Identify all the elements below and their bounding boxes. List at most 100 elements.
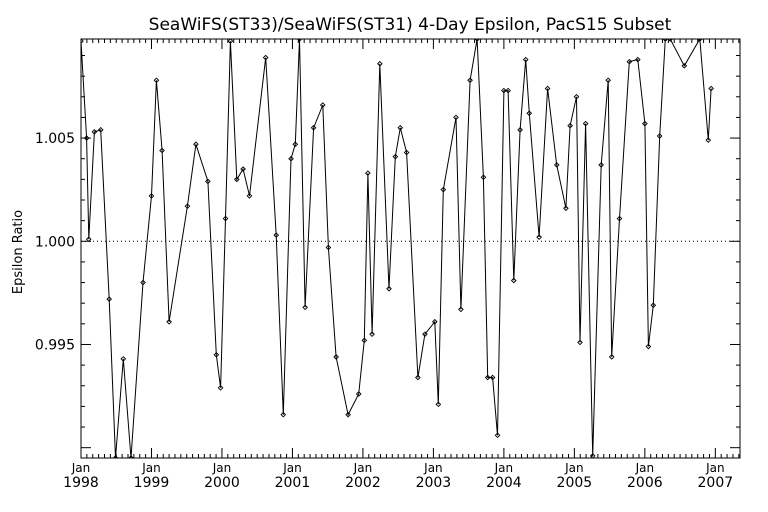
data-point — [85, 236, 92, 243]
x-tick-year-label: 2002 — [345, 475, 381, 491]
data-point — [292, 141, 299, 148]
data-point — [333, 354, 339, 360]
data-point — [567, 122, 573, 129]
data-point — [386, 285, 392, 292]
data-point — [484, 374, 491, 381]
data-point — [273, 232, 280, 238]
series-line — [81, 39, 712, 458]
data-point — [325, 244, 332, 251]
data-point — [377, 60, 383, 67]
data-point — [112, 455, 119, 458]
data-point — [616, 215, 623, 222]
x-tick-year-label: 2006 — [627, 475, 663, 491]
data-point — [662, 39, 669, 42]
data-point — [159, 147, 165, 154]
data-point — [153, 77, 160, 84]
y-tick-label: 1.000 — [35, 234, 75, 250]
data-point — [262, 54, 269, 61]
data-point — [217, 384, 224, 391]
data-point — [233, 176, 240, 183]
data-point — [148, 193, 155, 199]
data-point — [213, 351, 220, 358]
data-point — [705, 137, 712, 143]
y-axis-label: Epsilon Ratio — [11, 210, 26, 294]
x-tick-month-label: Jan — [705, 461, 725, 475]
data-point — [598, 162, 604, 168]
data-point — [505, 87, 511, 94]
data-point — [435, 401, 442, 408]
data-point — [403, 149, 410, 156]
data-point — [510, 277, 517, 284]
data-point — [193, 141, 199, 148]
data-point — [467, 77, 473, 84]
data-point — [310, 124, 317, 131]
data-point — [184, 203, 191, 210]
x-tick-month-label: Jan — [212, 461, 232, 475]
series-markers — [81, 39, 714, 458]
data-point — [227, 39, 234, 44]
x-tick-month-label: Jan — [423, 461, 443, 475]
x-tick-year-label: 2003 — [416, 475, 452, 491]
data-point — [361, 337, 368, 344]
data-point — [106, 296, 113, 302]
x-tick-month-label: Jan — [141, 461, 161, 475]
data-point — [634, 56, 641, 63]
data-point — [319, 102, 326, 108]
data-point — [440, 186, 447, 193]
x-tick-year-label: 2004 — [486, 475, 522, 491]
data-point — [645, 343, 652, 350]
data-point — [431, 318, 438, 325]
data-point — [605, 77, 612, 84]
data-point — [280, 411, 287, 418]
data-point — [422, 331, 428, 337]
x-tick-year-label: 2007 — [698, 475, 734, 491]
x-tick-year-label: 2000 — [204, 475, 240, 491]
data-point — [656, 133, 663, 139]
data-point — [474, 39, 480, 42]
x-tick-month-label: Jan — [71, 461, 91, 475]
data-point — [608, 354, 615, 360]
x-tick-month-label: Jan — [282, 461, 302, 475]
data-point — [392, 153, 399, 160]
y-tick-label: 0.995 — [35, 337, 75, 353]
data-point — [667, 39, 674, 42]
data-point — [458, 306, 464, 313]
data-point — [696, 39, 703, 42]
chart-title: SeaWiFS(ST33)/SeaWiFS(ST31) 4-Day Epsilo… — [149, 15, 672, 35]
data-point — [120, 356, 127, 362]
data-point — [563, 205, 569, 212]
data-point — [345, 411, 351, 418]
data-point — [302, 304, 308, 311]
y-tick-label: 1.005 — [35, 131, 75, 147]
x-tick-year-label: 2005 — [557, 475, 593, 491]
x-tick-month-label: Jan — [635, 461, 655, 475]
data-point — [489, 374, 496, 381]
data-point — [128, 455, 134, 458]
data-point — [553, 162, 560, 168]
data-point — [589, 453, 596, 458]
data-point — [544, 85, 551, 92]
data-point — [626, 58, 633, 65]
x-tick-month-label: Jan — [353, 461, 373, 475]
data-point — [501, 87, 507, 94]
data-point — [397, 124, 404, 131]
data-point — [205, 178, 211, 185]
data-point — [365, 170, 371, 176]
x-tick-month-label: Jan — [494, 461, 514, 475]
data-point — [81, 39, 84, 44]
data-point — [681, 62, 688, 69]
x-axis-ticks: Jan1998Jan1999Jan2000Jan2001Jan2002Jan20… — [63, 39, 740, 491]
data-point — [517, 126, 523, 133]
x-tick-year-label: 1999 — [134, 475, 170, 491]
data-point — [708, 85, 714, 92]
data-point — [415, 374, 421, 381]
data-point — [222, 215, 229, 222]
data-point — [369, 331, 375, 337]
data-point — [240, 166, 246, 172]
data-point — [288, 155, 294, 162]
data-point — [526, 110, 533, 117]
data-point — [91, 129, 98, 135]
x-tick-month-label: Jan — [564, 461, 584, 475]
data-point — [650, 302, 657, 309]
